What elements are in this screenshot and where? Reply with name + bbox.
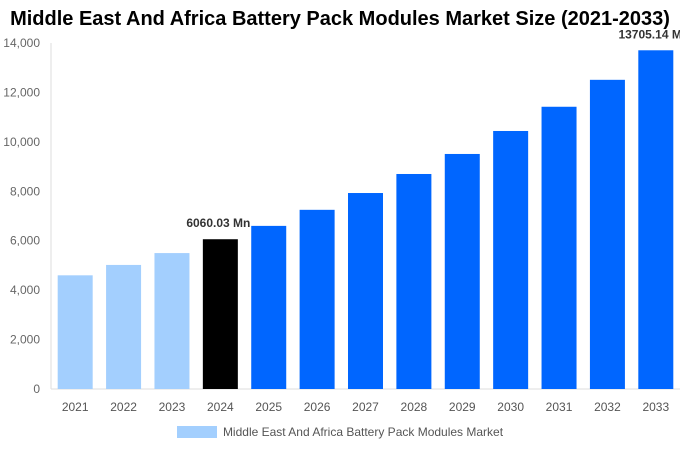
x-tick-label: 2026: [304, 400, 331, 414]
data-label-2033: 13705.14 Mn: [618, 27, 680, 41]
y-tick-label: 14,000: [3, 36, 40, 50]
bar-2025: [251, 225, 287, 389]
data-label-2024: 6060.03 Mn: [186, 216, 250, 230]
bar-2023: [154, 253, 190, 389]
bar-2029: [444, 153, 480, 389]
legend[interactable]: Middle East And Africa Battery Pack Modu…: [0, 425, 680, 439]
x-tick-label: 2029: [449, 400, 476, 414]
x-tick-label: 2033: [642, 400, 669, 414]
y-tick-label: 2,000: [10, 333, 40, 347]
bar-2033: [638, 50, 674, 389]
x-tick-label: 2031: [546, 400, 573, 414]
bar-2027: [348, 193, 383, 389]
x-tick-label: 2027: [352, 400, 379, 414]
bar-2030: [493, 130, 529, 390]
x-tick-label: 2028: [401, 400, 428, 414]
bar-2031: [541, 106, 577, 390]
x-tick-label: 2023: [159, 400, 186, 414]
legend-swatch: [176, 426, 217, 438]
chart-title: Middle East And Africa Battery Pack Modu…: [10, 8, 670, 30]
x-tick-label: 2032: [594, 400, 621, 414]
x-tick-label: 2024: [207, 400, 234, 414]
bar-2032: [589, 79, 625, 390]
y-tick-label: 10,000: [3, 135, 40, 149]
y-tick-label: 4,000: [10, 283, 40, 297]
x-tick-label: 2025: [255, 400, 282, 414]
x-tick-label: 2022: [110, 400, 137, 414]
y-tick-label: 0: [33, 382, 40, 396]
legend-label: Middle East And Africa Battery Pack Modu…: [222, 425, 504, 439]
bar-2024: [202, 239, 238, 389]
x-tick-label: 2030: [497, 400, 524, 414]
y-tick-label: 6,000: [10, 234, 40, 248]
bar-2022: [106, 264, 142, 389]
bar-2026: [299, 209, 335, 389]
bar-2028: [396, 173, 432, 389]
bar-2021: [57, 275, 93, 389]
y-tick-label: 12,000: [3, 85, 40, 99]
y-tick-label: 8,000: [10, 184, 40, 198]
x-tick-label: 2021: [62, 400, 89, 414]
